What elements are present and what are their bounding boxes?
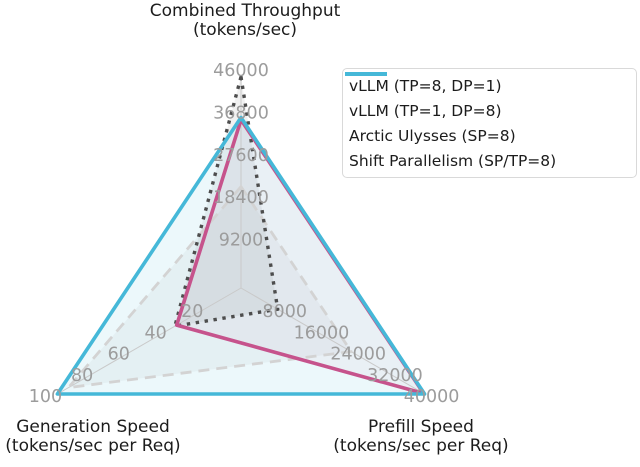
axis-title-line: (tokens/sec) (192, 20, 298, 40)
series-fill-0 (68, 186, 352, 388)
legend-item-vllm-tp1-dp8: vLLM (TP=1, DP=8) (345, 72, 630, 120)
tick-label: 18400 (213, 188, 269, 208)
tick-label: 80 (71, 366, 93, 386)
tick-label: 32000 (367, 366, 423, 386)
tick-label: 24000 (330, 345, 386, 365)
tick-label: 40 (144, 323, 166, 343)
tick-label: 27600 (213, 146, 269, 166)
axis-title-line: Prefill Speed (368, 417, 474, 437)
legend: vLLM (TP=8, DP=1) vLLM (TP=1, DP=8) Arct… (342, 68, 637, 178)
legend-item-vllm-tp8-dp1: vLLM (TP=8, DP=1) (345, 72, 630, 95)
axis-title-prefill-speed: Prefill Speed (tokens/sec per Req) (333, 418, 508, 456)
tick-label: 36800 (213, 103, 269, 123)
axis-title-line: Generation Speed (16, 417, 170, 437)
tick-label: 40000 (404, 387, 460, 407)
axis-title-line: (tokens/sec per Req) (333, 436, 509, 456)
axis-title-combined-throughput: Combined Throughput (tokens/sec) (150, 2, 341, 40)
axis-title-line: (tokens/sec per Req) (5, 436, 181, 456)
tick-label: 16000 (294, 323, 350, 343)
legend-item-shift-parallelism: Shift Parallelism (SP/TP=8) (345, 72, 630, 170)
legend-label: Shift Parallelism (SP/TP=8) (349, 151, 557, 170)
legend-label: vLLM (TP=1, DP=8) (349, 101, 502, 120)
axis-spoke-1 (57, 287, 242, 395)
series-line-3 (55, 115, 427, 396)
tick-label: 100 (29, 387, 62, 407)
axis-spoke-2 (240, 287, 425, 395)
legend-label: vLLM (TP=8, DP=1) (349, 76, 502, 95)
tick-label: 46000 (213, 61, 269, 81)
tick-label: 8000 (262, 302, 307, 322)
tick-label: 60 (108, 345, 130, 365)
axis-title-line: Combined Throughput (149, 1, 341, 21)
series-line-1 (173, 75, 280, 328)
series-fill-1 (174, 76, 278, 327)
tick-label: 9200 (219, 231, 264, 251)
axis-title-generation-speed: Generation Speed (tokens/sec per Req) (5, 418, 180, 456)
legend-label: Arctic Ulysses (SP=8) (349, 126, 516, 145)
tick-label: 20 (181, 302, 203, 322)
legend-item-arctic-ulysses: Arctic Ulysses (SP=8) (345, 72, 630, 145)
legend-swatch-blue-line (345, 72, 387, 76)
series-line-0 (67, 185, 353, 390)
